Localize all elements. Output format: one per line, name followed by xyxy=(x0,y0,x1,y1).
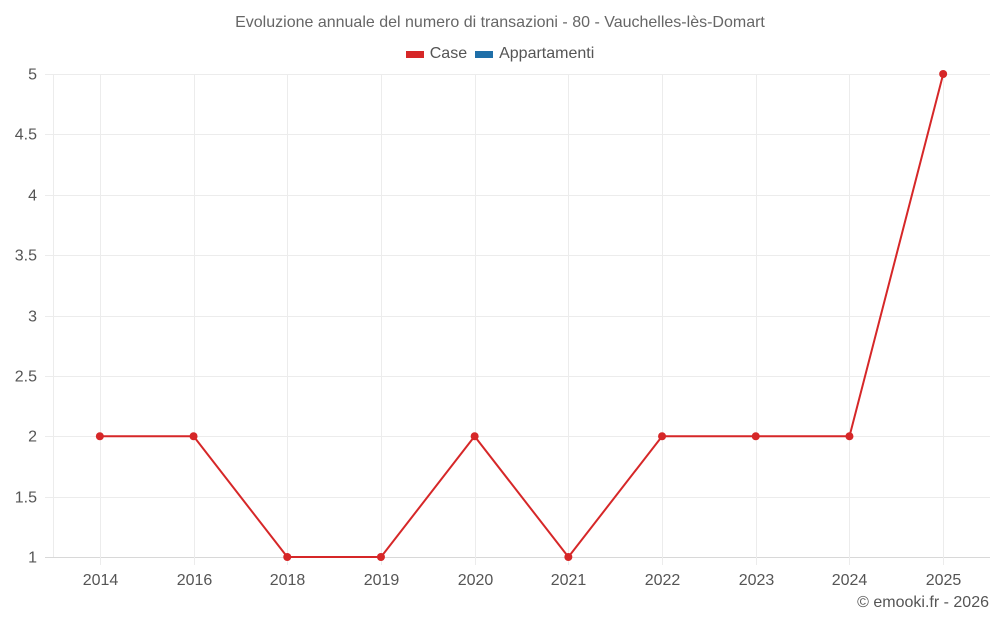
y-tick-label: 3 xyxy=(28,309,37,326)
series-line xyxy=(99,73,945,559)
legend-label-appartamenti: Appartamenti xyxy=(499,45,595,62)
y-axis: 1 1.5 2 2.5 3 3.5 4 4.5 5 xyxy=(15,67,37,567)
data-point[interactable] xyxy=(845,432,854,441)
legend-label-case: Case xyxy=(429,45,468,62)
y-tick-label: 1.5 xyxy=(15,490,37,507)
x-tick-label: 2025 xyxy=(926,572,962,589)
y-tick-label: 1 xyxy=(28,550,37,567)
data-point[interactable] xyxy=(939,70,948,78)
y-tick-label: 4 xyxy=(28,188,37,205)
chart-title: Evoluzione annuale del numero di transaz… xyxy=(235,14,765,31)
y-tick-label: 2 xyxy=(28,429,37,446)
x-axis: 2014 2016 2018 2019 2020 2021 2022 2023 2024 2025 xyxy=(83,572,962,589)
x-tick-label: 2019 xyxy=(364,572,400,589)
data-point[interactable] xyxy=(751,432,760,441)
legend-item-case[interactable]: Case xyxy=(405,45,468,63)
chart-legend: Case Appartamenti xyxy=(0,45,1000,63)
x-tick-label: 2023 xyxy=(739,572,775,589)
data-point[interactable] xyxy=(283,553,292,561)
x-tick-label: 2016 xyxy=(177,572,213,589)
data-point[interactable] xyxy=(658,432,667,441)
data-point[interactable] xyxy=(470,432,479,441)
data-point[interactable] xyxy=(376,553,385,561)
y-tick-label: 2.5 xyxy=(15,369,37,386)
chart-grid xyxy=(45,74,990,565)
y-tick-label: 5 xyxy=(28,67,37,84)
x-tick-label: 2024 xyxy=(832,572,868,589)
legend-swatch-case xyxy=(405,50,424,58)
y-tick-label: 4.5 xyxy=(15,127,37,144)
x-tick-label: 2021 xyxy=(551,572,587,589)
legend-swatch-appartamenti xyxy=(475,50,494,58)
y-tick-label: 3.5 xyxy=(15,248,37,265)
legend-item-appartamenti[interactable]: Appartamenti xyxy=(475,45,594,63)
credit-text: © emooki.fr - 2026 xyxy=(857,594,989,611)
x-tick-label: 2018 xyxy=(270,572,306,589)
x-tick-label: 2020 xyxy=(458,572,494,589)
data-point[interactable] xyxy=(189,432,198,441)
data-point[interactable] xyxy=(564,553,573,561)
data-point[interactable] xyxy=(95,432,104,441)
series-case xyxy=(95,70,948,561)
x-tick-label: 2022 xyxy=(645,572,681,589)
x-tick-label: 2014 xyxy=(83,572,119,589)
